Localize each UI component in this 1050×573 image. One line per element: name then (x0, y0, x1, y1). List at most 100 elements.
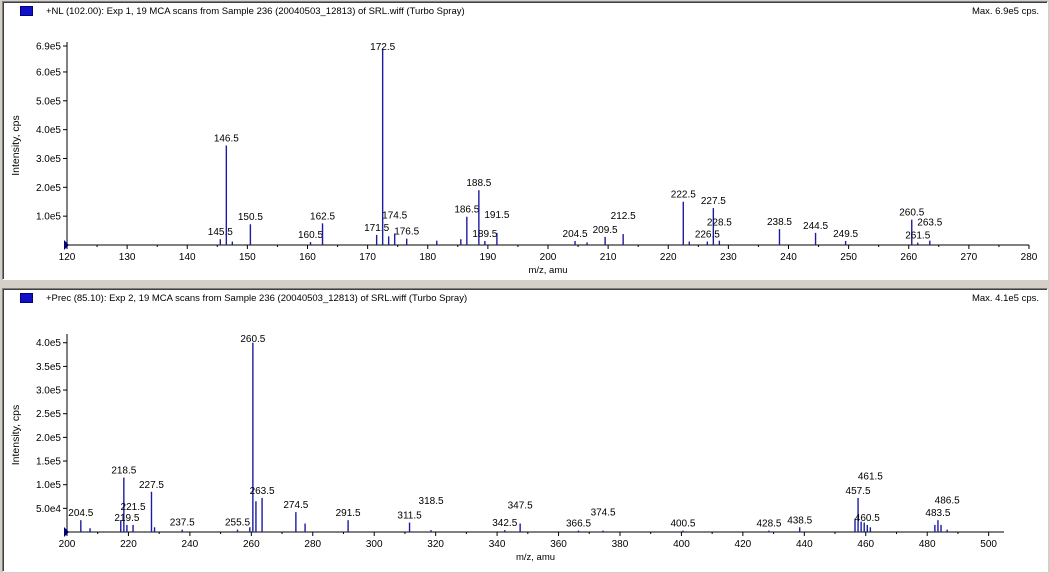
x-tick-label: 270 (961, 252, 978, 263)
peak-label: 260.5 (240, 334, 265, 345)
x-tick-label: 340 (489, 539, 506, 550)
x-tick-label: 220 (120, 539, 137, 550)
peak-label: 188.5 (466, 178, 491, 189)
x-tick-label: 420 (735, 539, 752, 550)
spectrum-pane-1: +NL (102.00): Exp 1, 19 MCA scans from S… (2, 1, 1048, 280)
peak-label: 146.5 (214, 134, 239, 145)
spectrum-title: +Prec (85.10): Exp 2, 19 MCA scans from … (46, 293, 468, 304)
x-tick-label: 140 (179, 252, 196, 263)
peak-label: 227.5 (139, 480, 164, 491)
peak-label: 457.5 (846, 486, 871, 497)
peak-label: 263.5 (917, 218, 942, 229)
peak-label: 171.5 (364, 223, 389, 234)
x-tick-label: 170 (359, 252, 376, 263)
peak-label: 174.5 (382, 210, 407, 221)
y-tick-label: 1.5e5 (36, 457, 61, 468)
x-tick-label: 240 (182, 539, 199, 550)
peak-label: 221.5 (121, 502, 146, 513)
peak-label: 438.5 (787, 515, 812, 526)
x-tick-label: 300 (366, 539, 383, 550)
x-tick-label: 220 (660, 252, 677, 263)
peak-label: 204.5 (68, 508, 93, 519)
y-tick-label: 5.0e4 (36, 504, 61, 515)
spectrum-plot-2[interactable]: 200 220 240 260 280 300 320 340 360 380 400 420 440 4… (3, 289, 1047, 571)
peak-label: 191.5 (484, 210, 509, 221)
peak-label: 483.5 (925, 508, 950, 519)
x-tick-label: 200 (540, 252, 557, 263)
peak-label: 228.5 (707, 218, 732, 229)
y-tick-label: 4.0e5 (36, 338, 61, 349)
peak-label: 255.5 (225, 518, 250, 529)
x-tick-label: 200 (59, 539, 76, 550)
y-axis-title: Intensity, cps (10, 405, 22, 466)
x-tick-label: 130 (119, 252, 136, 263)
peak-label: 261.5 (905, 231, 930, 242)
peak-label: 428.5 (756, 519, 781, 530)
peak-label: 342.5 (492, 518, 517, 529)
peak-label: 238.5 (767, 217, 792, 228)
x-tick-label: 480 (919, 539, 936, 550)
x-tick-label: 440 (796, 539, 813, 550)
y-tick-label: 6.9e5 (36, 42, 61, 53)
peak-label: 347.5 (508, 500, 533, 511)
peak-label: 244.5 (803, 221, 828, 232)
peak-label: 218.5 (111, 466, 136, 477)
peak-label: 160.5 (298, 230, 323, 241)
x-axis-title: m/z, amu (516, 552, 555, 563)
max-intensity-label: Max. 4.1e5 cps. (971, 293, 1039, 304)
x-tick-label: 380 (612, 539, 629, 550)
x-tick-label: 360 (550, 539, 567, 550)
x-tick-label: 180 (419, 252, 436, 263)
spectrum-plot-1[interactable]: 120 130 140 150 160 170 180 190 200 210 220 230 240 2… (3, 2, 1047, 279)
peak-label: 226.5 (695, 230, 720, 241)
x-tick-label: 280 (304, 539, 321, 550)
peak-label: 145.5 (208, 227, 233, 238)
x-tick-label: 240 (780, 252, 797, 263)
peak-label: 311.5 (397, 511, 422, 522)
x-tick-label: 210 (600, 252, 617, 263)
x-tick-label: 500 (980, 539, 997, 550)
x-axis-title: m/z, amu (528, 265, 567, 276)
peak-label: 150.5 (238, 212, 263, 223)
peak-label: 209.5 (593, 225, 618, 236)
x-tick-label: 120 (59, 252, 76, 263)
peak-label: 460.5 (855, 513, 880, 524)
spectrum-title-bar: +Prec (85.10): Exp 2, 19 MCA scans from … (3, 289, 1047, 307)
x-tick-label: 250 (840, 252, 857, 263)
spectrum-title-bar: +NL (102.00): Exp 1, 19 MCA scans from S… (3, 2, 1047, 20)
peak-label: 204.5 (563, 229, 588, 240)
peak-label: 260.5 (899, 208, 924, 219)
y-tick-label: 1.0e5 (36, 480, 61, 491)
spectrum-pane-2: +Prec (85.10): Exp 2, 19 MCA scans from … (2, 288, 1048, 572)
peak-label: 237.5 (170, 518, 195, 529)
peak-label: 274.5 (283, 500, 308, 511)
peak-label: 162.5 (310, 211, 335, 222)
peak-label: 212.5 (611, 211, 636, 222)
x-tick-label: 260 (243, 539, 260, 550)
x-tick-label: 160 (299, 252, 316, 263)
x-tick-label: 150 (239, 252, 256, 263)
legend-color-swatch[interactable] (20, 293, 33, 303)
peak-label: 222.5 (671, 190, 696, 201)
x-tick-label: 190 (480, 252, 497, 263)
y-tick-label: 2.5e5 (36, 409, 61, 420)
y-tick-label: 1.0e5 (36, 212, 61, 223)
legend-color-swatch[interactable] (20, 6, 33, 16)
peak-label: 186.5 (454, 205, 479, 216)
y-tick-label: 2.0e5 (36, 433, 61, 444)
x-tick-label: 460 (857, 539, 874, 550)
y-tick-label: 3.5e5 (36, 362, 61, 373)
peak-label: 172.5 (370, 42, 395, 53)
peak-label: 249.5 (833, 229, 858, 240)
peak-label: 227.5 (701, 196, 726, 207)
y-tick-label: 6.0e5 (36, 67, 61, 78)
y-axis-title: Intensity, cps (10, 115, 22, 176)
y-tick-label: 4.0e5 (36, 125, 61, 136)
peak-label: 291.5 (336, 508, 361, 519)
peak-label: 374.5 (591, 508, 616, 519)
peak-label: 318.5 (419, 496, 444, 507)
peak-label: 461.5 (858, 471, 883, 482)
y-tick-label: 5.0e5 (36, 96, 61, 107)
x-tick-label: 230 (720, 252, 737, 263)
spectrum-title: +NL (102.00): Exp 1, 19 MCA scans from S… (46, 6, 465, 17)
